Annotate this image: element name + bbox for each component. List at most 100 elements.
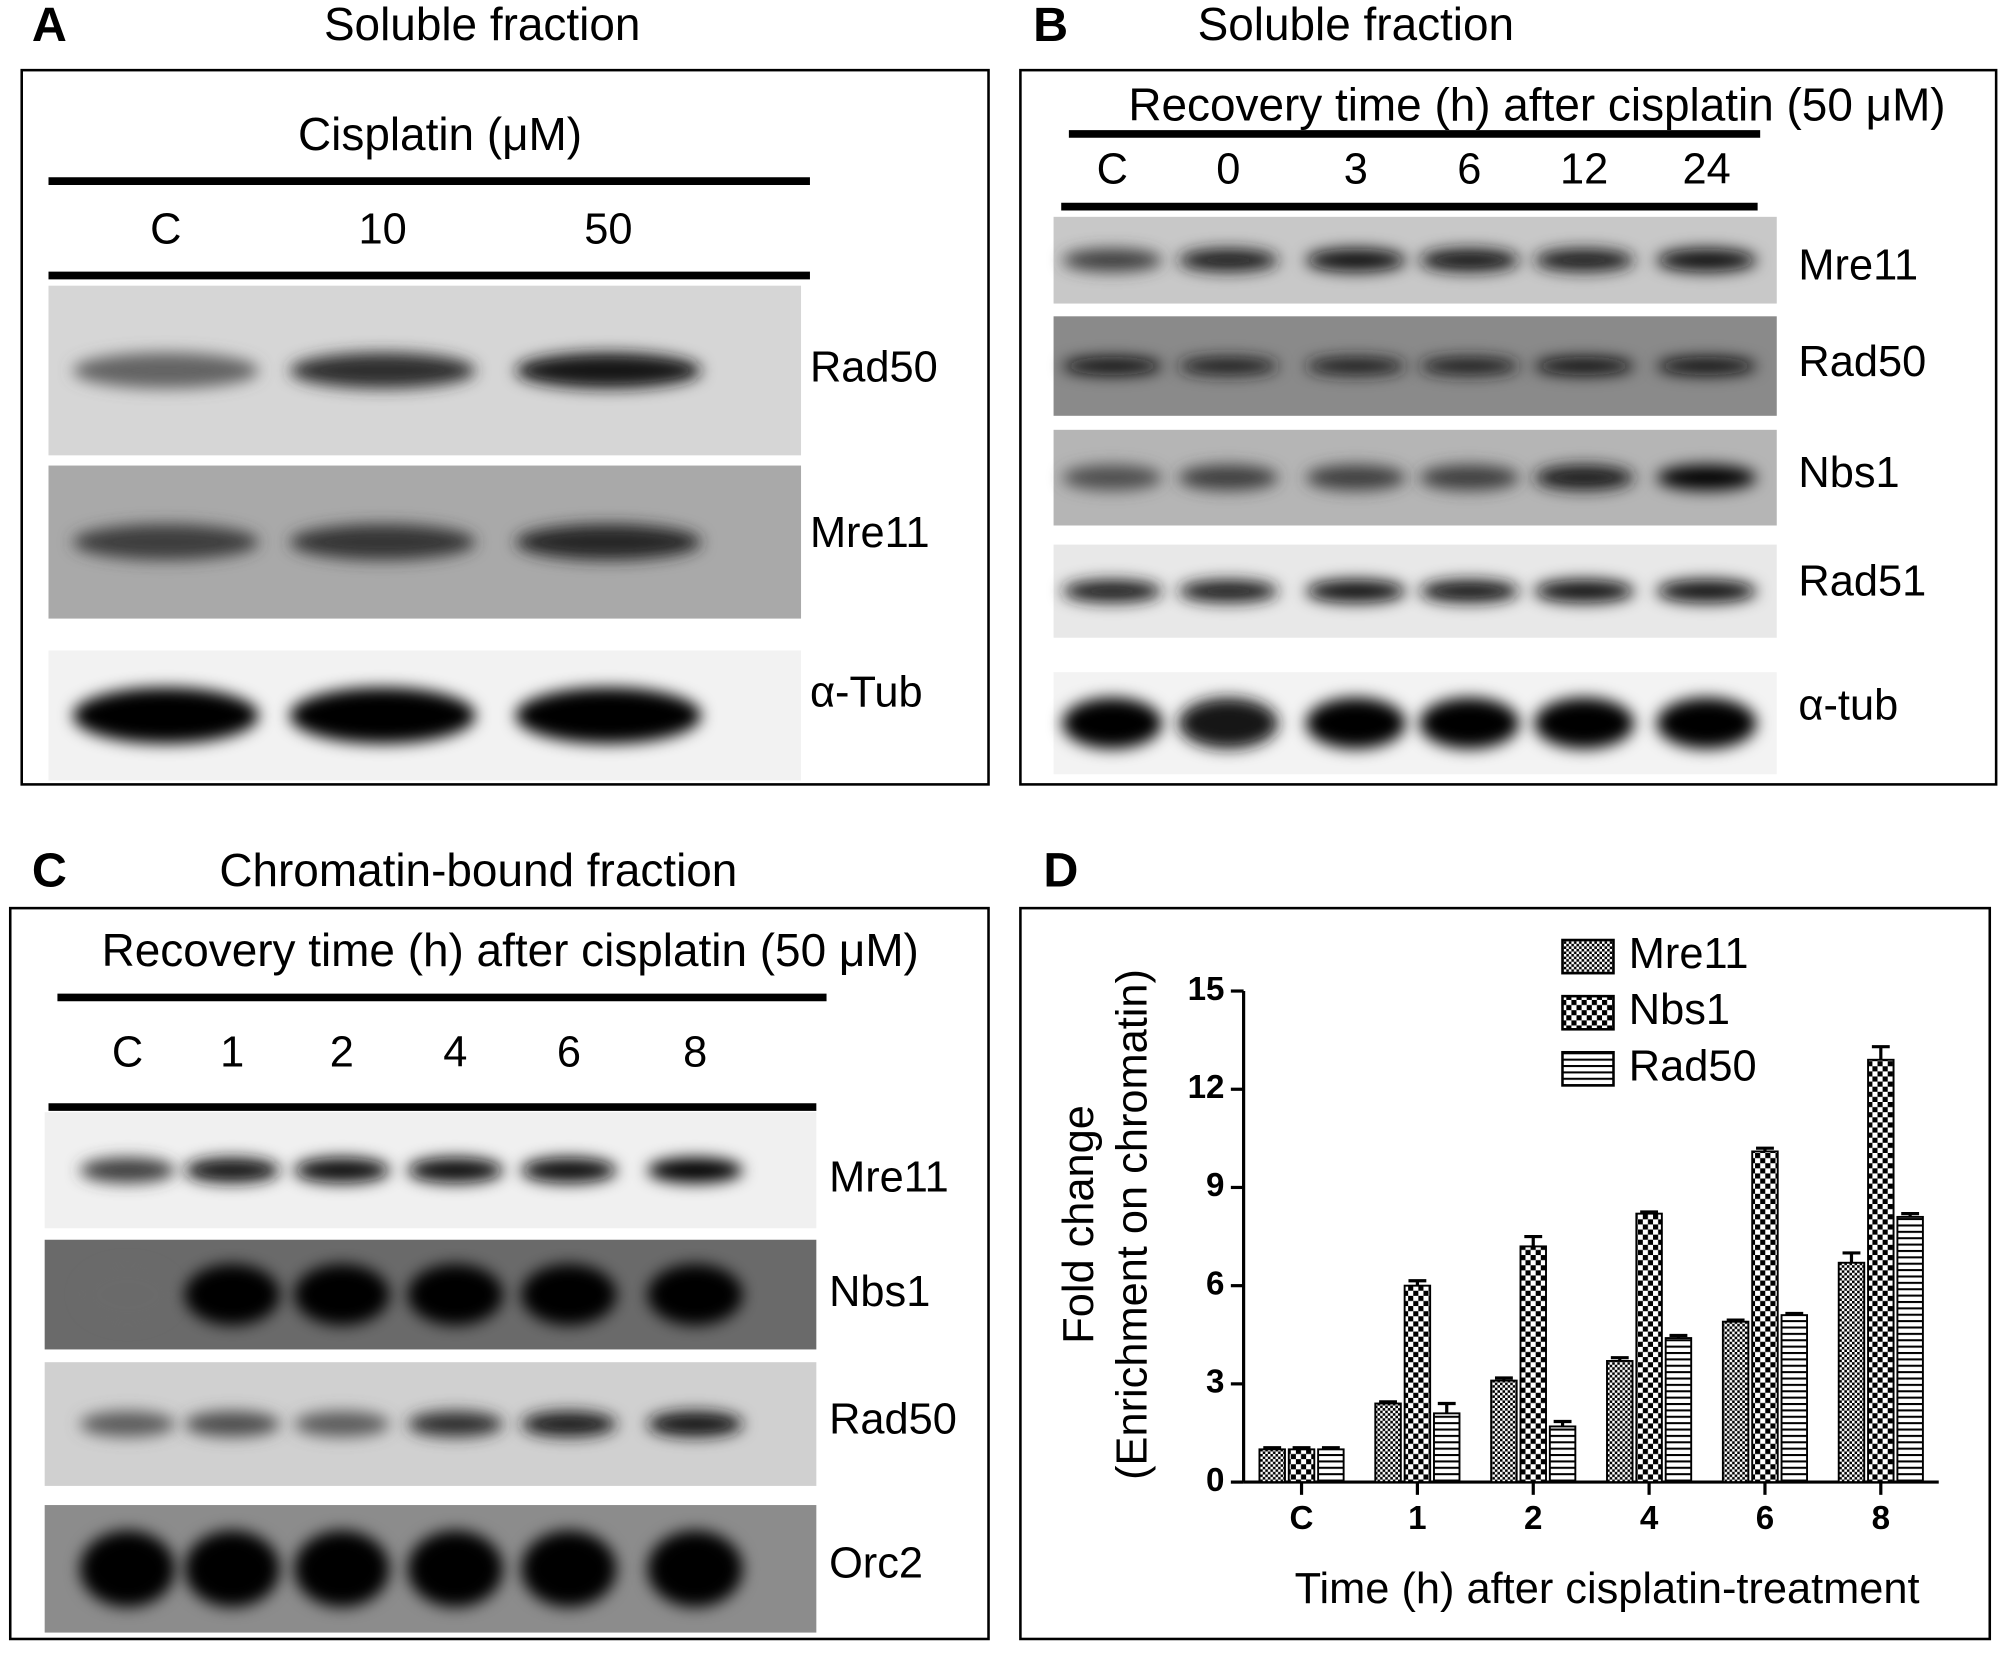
error-bar: [1669, 1333, 1688, 1339]
blot-band: [1062, 248, 1163, 272]
blot-label: Rad50: [1798, 338, 1926, 386]
blot-band: [647, 1263, 743, 1326]
blot-label: Nbs1: [1798, 449, 1899, 497]
error-bar: [1408, 1279, 1427, 1286]
treatment-header: Recovery time (h) after cisplatin (50 μM…: [102, 924, 919, 976]
blot-band: [1534, 248, 1635, 272]
blot-band: [521, 1263, 617, 1326]
treatment-header: Cisplatin (μM): [298, 108, 582, 160]
error-bar: [1553, 1419, 1572, 1427]
y-tick-label: 9: [1206, 1167, 1224, 1204]
blot-label: Orc2: [829, 1540, 923, 1588]
blot-band: [1419, 357, 1520, 375]
blot-band: [1178, 464, 1279, 491]
error-bar: [1726, 1318, 1745, 1322]
panel-frame: [1019, 906, 1992, 1641]
blot-label: α-tub: [1798, 681, 1898, 729]
blot-band: [1419, 248, 1520, 272]
blot-band: [1534, 357, 1635, 375]
blot-label: α-Tub: [810, 669, 923, 717]
blot-band: [515, 352, 702, 389]
bar: [1837, 1261, 1866, 1484]
blot-band: [521, 1157, 617, 1183]
x-tick-label: 1: [1408, 1500, 1426, 1537]
blot-band: [521, 1530, 617, 1608]
bar: [1374, 1402, 1402, 1484]
error-bar: [1871, 1045, 1890, 1060]
y-tick-label: 3: [1206, 1364, 1224, 1401]
lane-label: C: [112, 1028, 143, 1076]
y-axis-label: Fold change: [1055, 1105, 1103, 1344]
blot-band: [1419, 697, 1520, 749]
blot-band: [647, 1157, 743, 1183]
blot-label: Mre11: [810, 509, 930, 557]
error-bar: [1292, 1446, 1311, 1450]
blot-band: [294, 1411, 390, 1437]
blot-band: [289, 352, 476, 389]
blot-band: [294, 1157, 390, 1183]
lane-label: 12: [1560, 146, 1608, 194]
y-tick-label: 6: [1206, 1265, 1224, 1302]
blot-membrane: [1053, 316, 1777, 416]
bar: [1896, 1215, 1924, 1484]
bar: [1287, 1448, 1316, 1484]
x-tick-label: 4: [1640, 1500, 1659, 1537]
blot-band: [1534, 464, 1635, 491]
blot-label: Rad51: [1798, 558, 1926, 606]
blot-band: [515, 687, 702, 744]
blot-band: [1656, 357, 1757, 375]
y-tick-label: 12: [1188, 1069, 1225, 1106]
blot-band: [1419, 579, 1520, 603]
error-bar: [1842, 1251, 1861, 1263]
blot-band: [1656, 579, 1757, 603]
bar: [1317, 1448, 1345, 1484]
panel-frame: [8, 906, 990, 1641]
lane-label: 50: [584, 206, 632, 254]
blot-band: [72, 524, 259, 560]
blot-band: [1305, 248, 1406, 272]
y-tick-label: 15: [1188, 971, 1225, 1008]
blot-band: [1062, 357, 1163, 375]
blot-band: [184, 1530, 280, 1608]
y-axis-label: (Enrichment on chromatin): [1109, 969, 1157, 1480]
blot-band: [1305, 697, 1406, 749]
lane-label: C: [1097, 146, 1128, 194]
error-bar: [1901, 1212, 1920, 1217]
lane-label: 1: [220, 1028, 244, 1076]
blot-band: [79, 1411, 176, 1437]
blot-band: [515, 524, 702, 560]
blot-band: [647, 1411, 743, 1437]
blot-label: Rad50: [829, 1396, 957, 1444]
blot-band: [407, 1157, 504, 1183]
bar: [1519, 1245, 1547, 1484]
blot-band: [1534, 697, 1635, 749]
blot-band: [184, 1157, 280, 1183]
blot-label: Rad50: [810, 343, 938, 391]
lane-label: 6: [1457, 146, 1481, 194]
blot-label: Nbs1: [829, 1268, 930, 1316]
bar: [1751, 1150, 1779, 1484]
bar: [1490, 1379, 1518, 1484]
blot-band: [1178, 697, 1279, 749]
lane-label: 8: [683, 1028, 707, 1076]
blot-membrane: [1053, 216, 1777, 304]
blot-band: [1656, 697, 1757, 749]
panel-letter: B: [1033, 0, 1068, 52]
legend-label: Nbs1: [1629, 986, 1730, 1034]
blot-band: [184, 1263, 280, 1326]
bar: [1433, 1412, 1461, 1484]
error-bar: [1494, 1376, 1513, 1381]
panel-title: Soluble fraction: [1198, 0, 1514, 50]
panel-frame: [20, 68, 990, 786]
panel-letter: A: [32, 0, 67, 52]
blot-band: [407, 1530, 504, 1608]
x-tick-label: 8: [1872, 1500, 1890, 1537]
blot-band: [1178, 357, 1279, 375]
bar: [1403, 1284, 1432, 1484]
blot-label: Mre11: [1798, 241, 1918, 289]
blot-band: [79, 1530, 176, 1608]
error-bar: [1524, 1234, 1543, 1247]
